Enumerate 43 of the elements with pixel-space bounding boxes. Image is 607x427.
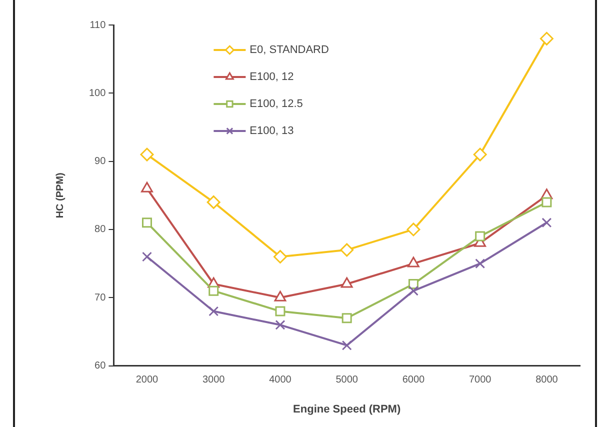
point [542, 218, 552, 228]
point [340, 243, 354, 257]
legend-label: E100, 12 [250, 71, 294, 84]
x-axis-title: Engine Speed (RPM) [293, 403, 401, 416]
y-tick-label: 80 [94, 224, 106, 236]
point [473, 148, 487, 162]
point [542, 197, 552, 208]
point [275, 320, 286, 330]
x-tick-label: 8000 [536, 374, 558, 386]
point [406, 222, 420, 236]
point [142, 218, 152, 228]
legend-label: E0, STANDARD [250, 44, 329, 56]
y-axis-title: HC (PPM) [54, 172, 66, 218]
legend-label: E100, 13 [250, 125, 294, 138]
point [408, 256, 420, 268]
y-tick-label: 90 [94, 156, 106, 168]
point [208, 306, 219, 316]
point [408, 286, 418, 296]
point [342, 313, 352, 324]
x-tick-label: 4000 [269, 374, 292, 386]
legend-label: E100, 12.5 [250, 98, 303, 110]
y-tick-label: 100 [88, 88, 106, 99]
point [141, 182, 153, 192]
point [140, 148, 154, 162]
point [540, 32, 554, 46]
point [208, 286, 219, 296]
x-tick-label: 5000 [336, 374, 358, 386]
point [206, 195, 220, 209]
point [273, 250, 287, 264]
point [274, 290, 286, 302]
point [142, 252, 152, 262]
y-tick-label: 110 [90, 20, 106, 31]
y-tick-label: 70 [94, 292, 106, 304]
x-tick-label: 2000 [136, 374, 159, 386]
x-tick-label: 3000 [202, 374, 226, 386]
point [475, 231, 486, 242]
point [340, 277, 353, 288]
point [275, 306, 286, 316]
point [475, 258, 486, 269]
x-tick-label: 6000 [402, 374, 426, 386]
point [342, 340, 352, 350]
x-tick-label: 7000 [468, 374, 492, 386]
y-tick-label: 60 [94, 360, 106, 372]
